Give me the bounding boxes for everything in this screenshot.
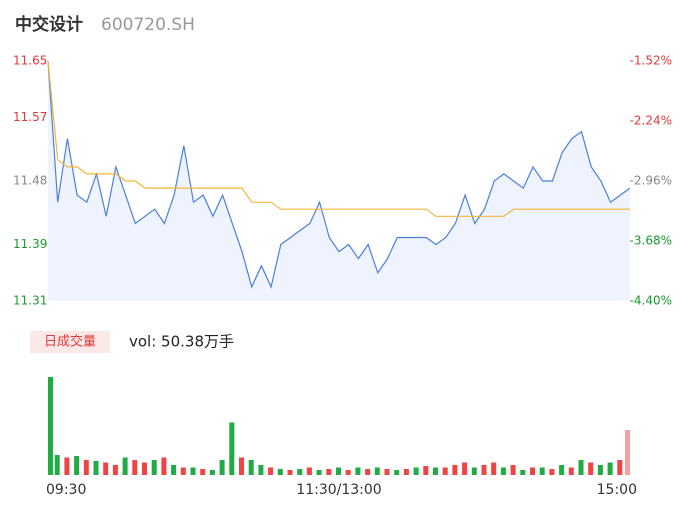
volume-bar (607, 462, 613, 475)
volume-bar (64, 457, 70, 475)
volume-bar (491, 462, 497, 475)
volume-bar (229, 422, 235, 475)
volume-bar (277, 469, 283, 475)
volume-bar (239, 457, 244, 475)
y2-tick-label: -1.52% (630, 54, 672, 68)
volume-bar (365, 469, 371, 475)
y2-tick-label: -2.96% (630, 174, 672, 188)
volume-bar (403, 469, 409, 475)
volume-bar (625, 430, 630, 475)
y2-tick-label: -2.24% (630, 114, 672, 128)
volume-bar (151, 460, 157, 475)
y2-tick-label: -4.40% (630, 294, 672, 308)
volume-bar (180, 467, 186, 475)
volume-bar (384, 469, 390, 475)
y2-tick-label: -3.68% (630, 234, 672, 248)
y-tick-label: 11.39 (13, 237, 47, 251)
volume-bar (481, 465, 487, 475)
x-tick-label: 09:30 (46, 482, 86, 498)
volume-bar (142, 462, 147, 475)
y-tick-label: 11.48 (13, 174, 47, 188)
volume-bar (132, 460, 138, 475)
y-tick-label: 11.31 (13, 294, 47, 308)
volume-bar (394, 470, 400, 475)
stock-name: 中交设计 (15, 14, 83, 35)
volume-bar (54, 455, 60, 475)
volume-label-box (30, 331, 110, 353)
volume-bar (48, 377, 53, 475)
stock-code: 600720.SH (101, 15, 195, 35)
y-tick-label: 11.65 (13, 54, 47, 68)
volume-bar (306, 467, 312, 475)
volume-bar (326, 469, 332, 475)
volume-bar (549, 469, 555, 475)
volume-bar (442, 467, 448, 475)
volume-bar (597, 465, 603, 475)
volume-bar (520, 470, 526, 475)
volume-bar (559, 465, 565, 475)
volume-bar (433, 467, 438, 475)
volume-bar (190, 467, 196, 475)
volume-bar (103, 462, 109, 475)
volume-bar (578, 460, 584, 475)
volume-bar (588, 462, 594, 475)
volume-bar (219, 460, 225, 475)
volume-bar (510, 465, 516, 475)
volume-bar (248, 460, 254, 475)
volume-bar (336, 467, 341, 475)
volume-bar (112, 465, 118, 475)
volume-bar (74, 456, 80, 475)
volume-bar (471, 467, 477, 475)
volume-bar (413, 467, 419, 475)
volume-bar (268, 467, 274, 475)
volume-label: 日成交量 (44, 334, 96, 350)
volume-bar (500, 467, 506, 475)
price-line (47, 60, 631, 289)
volume-bar (568, 467, 574, 475)
volume-total: vol: 50.38万手 (129, 333, 234, 351)
volume-bar (617, 460, 623, 475)
volume-bar (161, 457, 167, 475)
volume-bar (209, 470, 215, 475)
volume-bar (423, 466, 429, 475)
volume-bar (83, 460, 89, 475)
x-tick-label: 11:30/13:00 (296, 482, 381, 498)
x-tick-label: 15:00 (597, 482, 637, 498)
volume-bar (355, 467, 361, 475)
volume-bar (200, 469, 206, 475)
volume-bar (530, 467, 535, 475)
volume-bar (258, 465, 264, 475)
price-area (48, 61, 630, 301)
volume-bar (93, 461, 99, 475)
volume-bar (452, 465, 458, 475)
y-tick-label: 11.57 (13, 110, 47, 124)
volume-bar (539, 467, 545, 475)
volume-bar (374, 467, 380, 475)
volume-bar (462, 462, 468, 475)
volume-bar (122, 457, 128, 475)
average-line (47, 60, 630, 217)
volume-bar (345, 470, 351, 475)
volume-bar (287, 470, 293, 475)
volume-bar (171, 465, 177, 475)
volume-bar (316, 470, 322, 475)
volume-bar (297, 469, 303, 475)
